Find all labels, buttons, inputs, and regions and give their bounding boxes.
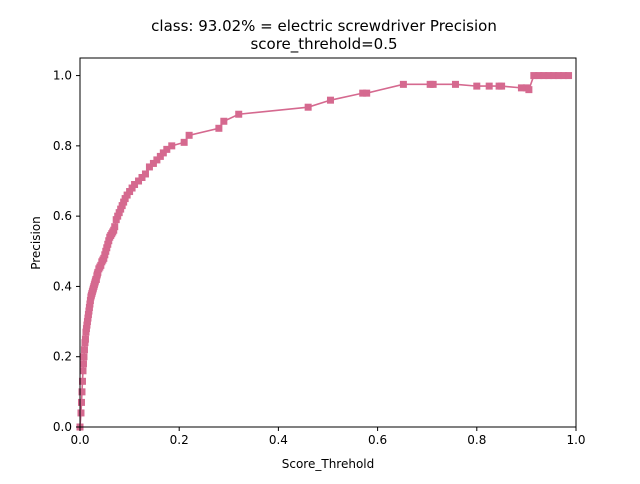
y-tick-label: 0.0 bbox=[53, 420, 72, 434]
data-point bbox=[326, 96, 334, 104]
data-point bbox=[304, 103, 312, 111]
data-point bbox=[145, 163, 153, 171]
data-point bbox=[359, 89, 367, 97]
data-point bbox=[81, 335, 89, 343]
data-point bbox=[80, 346, 88, 354]
y-tick-label: 0.4 bbox=[53, 279, 72, 293]
data-point bbox=[117, 205, 125, 213]
data-point bbox=[220, 117, 228, 125]
chart-title: class: 93.02% = electric screwdriver Pre… bbox=[151, 17, 497, 35]
data-point bbox=[100, 254, 108, 262]
data-point bbox=[535, 72, 543, 80]
data-point bbox=[112, 216, 120, 224]
data-point bbox=[77, 409, 85, 417]
y-tick-label: 1.0 bbox=[53, 69, 72, 83]
data-point bbox=[180, 138, 188, 146]
x-axis-label: Score_Threhold bbox=[282, 457, 375, 471]
data-point bbox=[97, 261, 105, 269]
data-point bbox=[153, 156, 161, 164]
data-point bbox=[215, 124, 223, 132]
x-tick-label: 0.8 bbox=[467, 433, 486, 447]
data-point bbox=[86, 300, 94, 308]
data-point bbox=[84, 311, 92, 319]
data-point bbox=[78, 388, 86, 396]
data-point bbox=[517, 84, 525, 92]
data-point bbox=[235, 110, 243, 118]
data-point bbox=[78, 377, 86, 385]
data-point bbox=[530, 72, 538, 80]
data-point bbox=[123, 191, 131, 199]
chart-subtitle: score_threhold=0.5 bbox=[250, 35, 397, 54]
data-point bbox=[83, 318, 91, 326]
data-point bbox=[121, 195, 129, 203]
axes-frame bbox=[79, 57, 577, 428]
data-point bbox=[550, 72, 558, 80]
data-point bbox=[168, 142, 176, 150]
data-point bbox=[156, 152, 164, 160]
data-point bbox=[429, 80, 437, 88]
data-point bbox=[131, 181, 139, 189]
data-point bbox=[114, 212, 122, 220]
data-point bbox=[82, 328, 90, 336]
data-point bbox=[101, 251, 109, 259]
data-point bbox=[120, 198, 128, 206]
plot-area bbox=[76, 72, 573, 431]
data-point bbox=[85, 307, 93, 315]
data-point bbox=[102, 247, 110, 255]
data-point bbox=[363, 89, 371, 97]
data-point bbox=[82, 325, 90, 333]
data-point bbox=[560, 72, 568, 80]
x-tick-label: 1.0 bbox=[566, 433, 585, 447]
data-point bbox=[79, 367, 87, 375]
axis-ticks: 0.0 0.2 0.4 0.6 0.8 1.0 0.0 0.2 0.4 0.6 0.8 1.0 bbox=[53, 69, 586, 447]
data-point bbox=[545, 72, 553, 80]
data-point bbox=[135, 177, 143, 185]
y-tick-label: 0.6 bbox=[53, 209, 72, 223]
data-point bbox=[118, 202, 126, 210]
data-point bbox=[185, 131, 193, 139]
y-tick-label: 0.8 bbox=[53, 139, 72, 153]
data-point bbox=[555, 72, 563, 80]
data-point bbox=[126, 188, 134, 196]
data-point bbox=[565, 72, 573, 80]
data-point bbox=[86, 296, 94, 304]
data-point bbox=[85, 304, 93, 312]
data-point bbox=[92, 275, 100, 283]
data-point bbox=[540, 72, 548, 80]
data-point bbox=[111, 223, 119, 231]
y-tick-label: 0.2 bbox=[53, 350, 72, 364]
data-point bbox=[105, 237, 113, 245]
data-point bbox=[77, 398, 85, 406]
data-point bbox=[138, 173, 146, 181]
data-point bbox=[104, 240, 112, 248]
data-point bbox=[163, 145, 171, 153]
x-tick-label: 0.2 bbox=[170, 433, 189, 447]
data-point bbox=[159, 149, 167, 157]
x-tick-label: 0.4 bbox=[269, 433, 288, 447]
data-point bbox=[83, 321, 91, 329]
data-point bbox=[473, 82, 481, 90]
data-point bbox=[141, 170, 149, 178]
data-point bbox=[149, 159, 157, 167]
data-point bbox=[94, 268, 102, 276]
data-point bbox=[128, 184, 136, 192]
data-point bbox=[81, 339, 89, 347]
data-point bbox=[84, 314, 92, 322]
data-point bbox=[80, 353, 88, 361]
data-point bbox=[498, 82, 506, 90]
data-point bbox=[115, 209, 123, 217]
data-point bbox=[110, 226, 118, 234]
x-tick-label: 0.6 bbox=[368, 433, 387, 447]
data-point bbox=[79, 360, 87, 368]
data-point bbox=[399, 80, 407, 88]
data-point bbox=[525, 86, 533, 94]
data-point bbox=[103, 244, 111, 252]
data-point bbox=[485, 82, 493, 90]
y-axis-label: Precision bbox=[29, 216, 43, 270]
data-point bbox=[451, 80, 459, 88]
x-tick-label: 0.0 bbox=[70, 433, 89, 447]
